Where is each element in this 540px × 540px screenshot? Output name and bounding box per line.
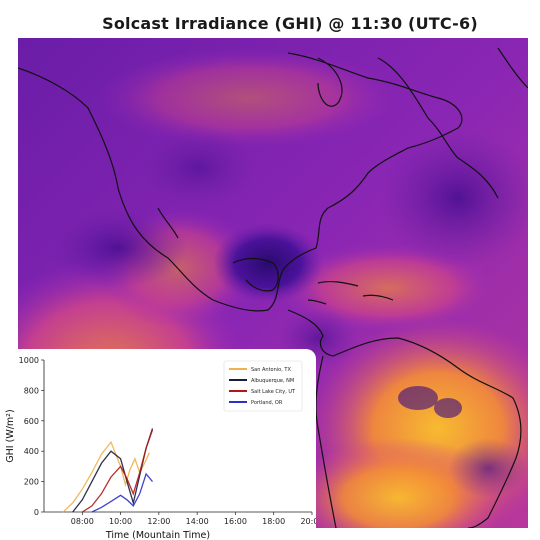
ghi-chart-panel: 0 200 400 600 800 1000 08:00 10:00 12:00 14:00 16:… bbox=[0, 349, 316, 540]
x-tick-label: 10:00 bbox=[109, 517, 132, 526]
y-tick-label: 800 bbox=[24, 386, 39, 395]
x-tick-label: 14:00 bbox=[186, 517, 209, 526]
series-line-3 bbox=[91, 472, 153, 513]
map-title: Solcast Irradiance (GHI) @ 11:30 (UTC-6) bbox=[102, 14, 478, 33]
legend-entry: Portland, OR bbox=[251, 400, 283, 406]
map-svg bbox=[18, 38, 528, 528]
legend-entry: Salt Lake City, UT bbox=[251, 389, 296, 395]
legend-box bbox=[223, 360, 303, 412]
y-tick-label: 0 bbox=[34, 508, 39, 517]
irradiance-map[interactable] bbox=[18, 38, 528, 528]
y-tick-label: 1000 bbox=[19, 356, 39, 365]
y-tick-label: 200 bbox=[24, 478, 39, 487]
ghi-chart: 0 200 400 600 800 1000 08:00 10:00 12:00 14:00 16:… bbox=[5, 356, 316, 540]
y-axis-label: GHI (W/m²) bbox=[5, 409, 16, 462]
legend-entry: Albuquerque, NM bbox=[251, 378, 294, 384]
x-tick-label: 16:00 bbox=[224, 517, 247, 526]
x-tick-label: 12:00 bbox=[147, 517, 170, 526]
y-tick-label: 400 bbox=[24, 447, 39, 456]
x-tick-label: 08:00 bbox=[71, 517, 94, 526]
series-line-2 bbox=[81, 429, 154, 513]
x-axis-label: Time (Mountain Time) bbox=[105, 530, 210, 540]
x-tick-label: 18:00 bbox=[262, 517, 285, 526]
x-tick-label: 20:00 bbox=[300, 517, 316, 526]
y-tick-label: 600 bbox=[24, 417, 39, 426]
coastlines bbox=[18, 47, 528, 528]
legend-entry: San Antonio, TX bbox=[251, 367, 291, 373]
series-line-0 bbox=[62, 440, 150, 513]
